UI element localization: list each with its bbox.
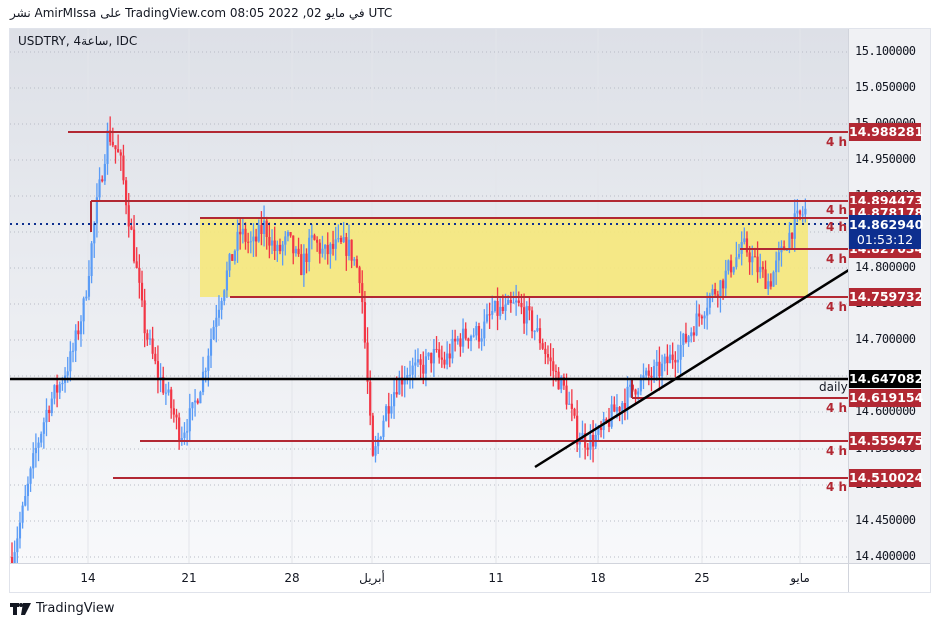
price-level-label: 14.988281 (849, 123, 924, 141)
supply-zone (200, 218, 808, 297)
price-tick: 14.800000 (855, 260, 916, 274)
price-level-label: 14.647082 (849, 370, 924, 388)
timeframe-label: 4 h (826, 480, 848, 494)
price-tick: 14.950000 (855, 152, 916, 166)
published-info: نشر AmirMIssa على TradingView.com 08:05 … (10, 6, 393, 20)
chart-pane[interactable] (10, 29, 848, 563)
tradingview-logo-icon (10, 602, 31, 615)
time-tick: 18 (590, 571, 606, 585)
price-tick: 15.050000 (855, 80, 916, 94)
price-tick: 14.700000 (855, 332, 916, 346)
price-level-label: 14.619154 (849, 389, 924, 407)
price-level-label: 14.759732 (849, 288, 924, 306)
timeframe-label: 4 h (826, 203, 848, 217)
time-tick: 14 (80, 571, 96, 585)
timeframe-label: 4 h (826, 401, 848, 415)
timeframe-label: 4 h (826, 220, 848, 234)
trendline (534, 269, 848, 469)
daily-label: daily (819, 380, 848, 394)
timeframe-label: 4 h (826, 444, 848, 458)
timeframe-label: 4 h (826, 135, 848, 149)
tradingview-brand[interactable]: TradingView (10, 601, 115, 616)
time-tick: 21 (181, 571, 197, 585)
timeframe-label: 4 h (826, 252, 848, 266)
price-tick: 14.400000 (855, 549, 916, 563)
price-level-label: 14.510024 (849, 469, 924, 487)
brand-label: TradingView (36, 601, 115, 616)
time-tick: 11 (488, 571, 504, 585)
price-tick: 14.600000 (855, 404, 916, 418)
time-tick: أبريل (359, 571, 385, 585)
candlestick-chart[interactable] (10, 29, 848, 563)
time-tick: 25 (694, 571, 710, 585)
symbol-legend[interactable]: USDTRY, 4ساعة, IDC (18, 34, 138, 48)
price-tick: 15.100000 (855, 44, 916, 58)
axis-corner (848, 563, 930, 592)
price-level-label: 14.559475 (849, 432, 924, 450)
timeframe-label: 4 h (826, 300, 848, 314)
time-axis[interactable] (10, 563, 848, 592)
time-tick: 28 (284, 571, 300, 585)
price-tick: 14.450000 (855, 513, 916, 527)
current-price-label: 14.862940 01:53:12 (849, 215, 924, 249)
time-tick: مايو (790, 571, 810, 585)
